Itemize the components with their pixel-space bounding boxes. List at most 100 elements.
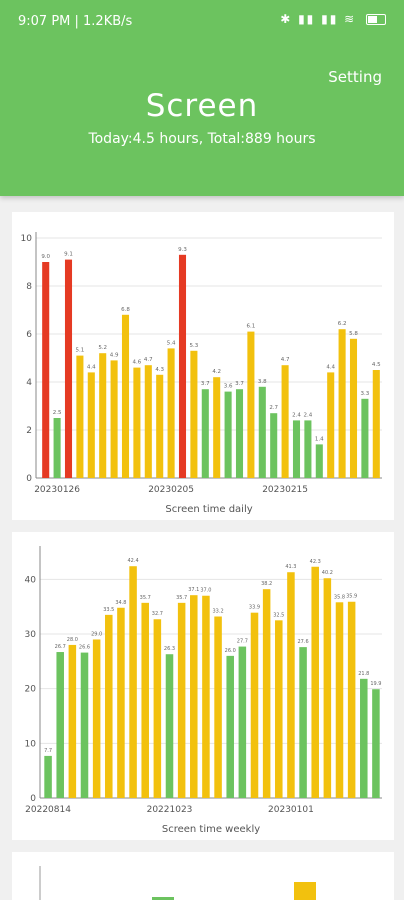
bar[interactable] bbox=[117, 607, 125, 798]
y-tick-label: 8 bbox=[26, 282, 32, 292]
status-icons: ✱ ▮▮ ▮▮ ≋ bbox=[280, 12, 386, 26]
bar[interactable] bbox=[247, 331, 255, 478]
bar[interactable] bbox=[226, 655, 234, 798]
bar-value-label: 3.7 bbox=[235, 381, 244, 387]
y-tick-label: 6 bbox=[26, 330, 32, 340]
bar[interactable] bbox=[92, 639, 101, 798]
bar[interactable] bbox=[76, 355, 84, 478]
bar[interactable] bbox=[202, 595, 210, 798]
app-header: 9:07 PM | 1.2KB/s ✱ ▮▮ ▮▮ ≋ Setting Scre… bbox=[0, 0, 404, 196]
setting-button[interactable]: Setting bbox=[328, 68, 382, 86]
bar[interactable] bbox=[87, 372, 95, 478]
bar[interactable] bbox=[156, 374, 164, 478]
third-chart-preview bbox=[39, 866, 316, 900]
bar[interactable] bbox=[349, 338, 358, 478]
bar[interactable] bbox=[110, 360, 118, 478]
bar[interactable] bbox=[304, 420, 312, 478]
bar-value-label: 42.3 bbox=[310, 559, 321, 565]
y-tick-label: 0 bbox=[30, 794, 36, 804]
status-time: 9:07 PM | 1.2KB/s bbox=[18, 14, 133, 29]
bar[interactable] bbox=[42, 262, 50, 478]
bar[interactable] bbox=[270, 413, 278, 478]
bar[interactable] bbox=[56, 652, 64, 798]
bar[interactable] bbox=[165, 654, 174, 798]
bar[interactable] bbox=[361, 398, 369, 478]
bar-value-label: 9.0 bbox=[41, 254, 50, 260]
bar[interactable] bbox=[338, 329, 346, 478]
bar[interactable] bbox=[287, 572, 295, 798]
bar[interactable] bbox=[190, 350, 198, 478]
bar[interactable] bbox=[281, 365, 289, 478]
bar[interactable] bbox=[80, 652, 89, 798]
bar[interactable] bbox=[129, 566, 137, 798]
bar[interactable] bbox=[144, 365, 152, 478]
bar[interactable] bbox=[190, 595, 198, 798]
bar[interactable] bbox=[323, 578, 332, 798]
bar-value-label: 33.5 bbox=[103, 607, 114, 613]
bar-value-label: 6.2 bbox=[338, 321, 347, 327]
bar[interactable] bbox=[178, 254, 187, 478]
bar-value-label: 42.4 bbox=[128, 558, 139, 564]
bar[interactable] bbox=[167, 348, 175, 478]
bar-value-label: 4.6 bbox=[133, 360, 142, 366]
bar[interactable] bbox=[153, 619, 162, 798]
bar[interactable] bbox=[64, 259, 73, 478]
bar[interactable] bbox=[44, 755, 52, 798]
bar[interactable] bbox=[53, 418, 61, 478]
bar-value-label: 1.4 bbox=[315, 436, 324, 442]
y-tick-label: 10 bbox=[25, 739, 37, 749]
bar-value-label: 3.7 bbox=[201, 381, 210, 387]
chart-title: Screen time daily bbox=[165, 504, 252, 515]
bar-value-label: 26.7 bbox=[55, 644, 66, 650]
bar[interactable] bbox=[335, 602, 344, 798]
bar[interactable] bbox=[258, 386, 266, 478]
bar[interactable] bbox=[347, 601, 356, 798]
bar[interactable] bbox=[201, 389, 209, 478]
y-tick-label: 4 bbox=[26, 378, 32, 388]
bar[interactable] bbox=[238, 646, 247, 798]
bar-value-label: 4.2 bbox=[212, 369, 221, 375]
daily-chart-card: 0 2 4 6 8 10 9.0 2.5 9.1 5.1 4.4 5.2 4.9 6.8 4.6 4.7 4.3… bbox=[12, 212, 394, 520]
bar[interactable] bbox=[262, 589, 271, 798]
bar[interactable] bbox=[214, 616, 222, 798]
bar-value-label: 7.7 bbox=[44, 748, 52, 754]
bar-value-label: 4.4 bbox=[87, 364, 96, 370]
bar[interactable] bbox=[275, 620, 283, 798]
bar-value-label: 29.0 bbox=[91, 631, 102, 637]
bar-value-label: 5.8 bbox=[349, 331, 358, 337]
bar[interactable] bbox=[121, 314, 130, 478]
bar-value-label: 35.7 bbox=[176, 595, 187, 601]
bar[interactable] bbox=[105, 614, 113, 798]
bar[interactable] bbox=[99, 353, 107, 478]
bar[interactable] bbox=[141, 602, 149, 798]
bar[interactable] bbox=[372, 370, 380, 478]
bar[interactable] bbox=[68, 644, 77, 798]
bar[interactable] bbox=[224, 391, 232, 478]
bar[interactable] bbox=[235, 389, 244, 478]
bar-value-label: 19.9 bbox=[370, 681, 381, 687]
bar-value-label: 5.4 bbox=[167, 340, 176, 346]
bar-value-label: 26.0 bbox=[225, 648, 236, 654]
bar-value-label: 27.7 bbox=[237, 639, 248, 645]
bar[interactable] bbox=[311, 566, 319, 798]
weekly-chart: 0 10 20 30 40 7.7 26.728.026.6 29.0 33.534.8 42.4… bbox=[25, 546, 382, 835]
bar-value-label: 2.4 bbox=[292, 412, 301, 418]
status-bar: 9:07 PM | 1.2KB/s ✱ ▮▮ ▮▮ ≋ bbox=[0, 0, 404, 40]
bar-value-label: 3.6 bbox=[224, 384, 233, 390]
third-chart-card bbox=[12, 852, 394, 900]
bar[interactable] bbox=[213, 377, 221, 478]
bar[interactable] bbox=[327, 372, 335, 478]
bar[interactable] bbox=[299, 647, 307, 798]
bar[interactable] bbox=[315, 444, 323, 478]
x-tick-label: 20220814 bbox=[25, 805, 71, 815]
bar-value-label: 28.0 bbox=[67, 637, 78, 643]
x-tick-label: 20230215 bbox=[262, 485, 308, 495]
bar[interactable] bbox=[133, 367, 141, 478]
bar[interactable] bbox=[360, 678, 368, 798]
bar-value-label: 6.8 bbox=[121, 307, 130, 313]
bar[interactable] bbox=[177, 602, 186, 798]
bar-value-label: 26.6 bbox=[79, 645, 90, 651]
bar[interactable] bbox=[372, 689, 380, 798]
bar[interactable] bbox=[250, 612, 259, 798]
bar[interactable] bbox=[292, 420, 301, 478]
